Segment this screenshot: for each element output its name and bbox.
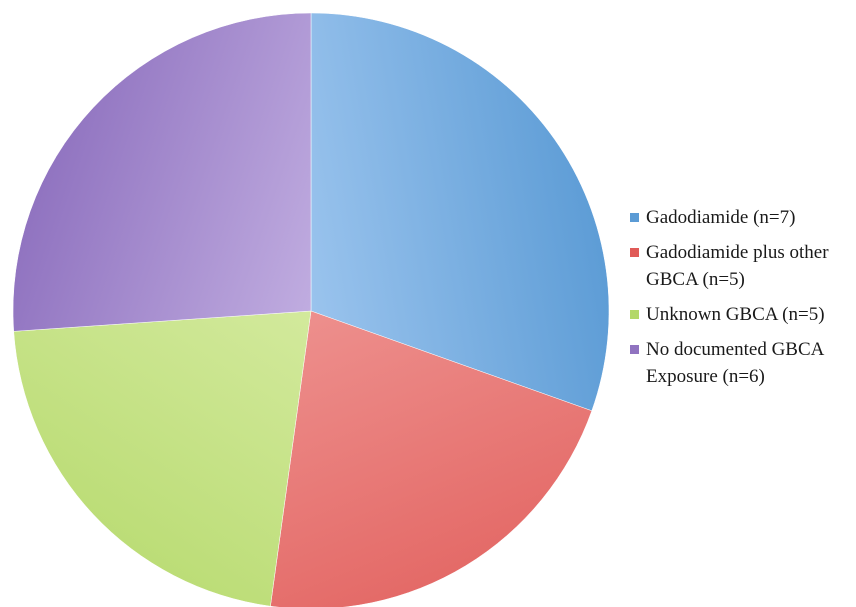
pie-slice-2: [13, 310, 312, 607]
legend-item-no-documented: No documented GBCA Exposure (n=6): [630, 336, 856, 390]
legend-swatch: [630, 213, 639, 222]
pie-slice-1: [270, 310, 593, 607]
pie-slice-3: [12, 12, 312, 332]
pie-slice-0: [310, 12, 610, 412]
pie-slices: [12, 12, 610, 607]
legend-label: No documented GBCA Exposure (n=6): [646, 339, 824, 387]
legend-label: Gadodiamide plus other GBCA (n=5): [646, 242, 829, 290]
legend-item-unknown-gbca: Unknown GBCA (n=5): [630, 301, 856, 328]
legend-label: Gadodiamide (n=7): [646, 207, 796, 228]
legend-item-gadodiamide-plus-other: Gadodiamide plus other GBCA (n=5): [630, 239, 856, 293]
legend-swatch: [630, 310, 639, 319]
legend: Gadodiamide (n=7) Gadodiamide plus other…: [630, 204, 856, 398]
legend-item-gadodiamide: Gadodiamide (n=7): [630, 204, 856, 231]
legend-swatch: [630, 345, 639, 354]
legend-label: Unknown GBCA (n=5): [646, 304, 825, 325]
legend-swatch: [630, 248, 639, 257]
